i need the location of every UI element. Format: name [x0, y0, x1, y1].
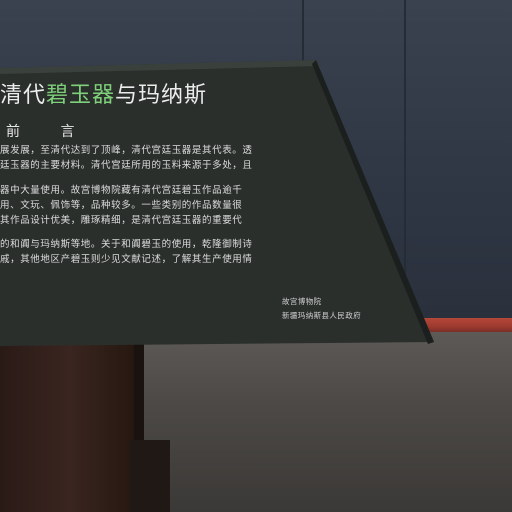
- sign-stand: [0, 340, 140, 512]
- sign-title: 清代碧玉器与玛纳斯: [0, 77, 207, 109]
- paragraph-line: 的和阗与玛纳斯等地。关于和阗碧玉的使用，乾隆御制诗: [0, 239, 253, 250]
- wall-seam: [404, 0, 406, 330]
- paragraph-line: 用、文玩、佩饰等，品种较多。一些类别的作品数量很: [0, 200, 243, 211]
- paragraph-line: 戚，其他地区产碧玉则少见文献记述，了解其生产使用情: [0, 254, 253, 265]
- paragraph-line: 廷玉器的主要材料。清代宫廷所用的玉料来源于多处，且: [0, 160, 253, 171]
- paragraph-line: 其作品设计优美，雕琢精细，是清代宫廷玉器的重要代: [0, 215, 243, 226]
- paragraph-line: 器中大量使用。故宫博物院藏有清代宫廷碧玉作品逾千: [0, 185, 243, 196]
- paragraph-line: 展发展，至清代达到了顶峰，清代宫廷玉器是其代表。透: [0, 145, 253, 156]
- red-floor-stripe: [410, 318, 512, 332]
- title-part: 与玛纳斯: [115, 83, 208, 108]
- sign-stand-edge: [134, 340, 144, 512]
- credit-manas-government: 新疆玛纳斯县人民政府: [282, 311, 361, 320]
- sign-stand-base: [130, 440, 170, 512]
- sign-subtitle: 前 言: [6, 124, 93, 140]
- title-part: 清代: [0, 83, 47, 108]
- credit-palace-museum: 故宫博物院: [282, 297, 322, 306]
- title-highlight: 碧玉器: [46, 83, 116, 108]
